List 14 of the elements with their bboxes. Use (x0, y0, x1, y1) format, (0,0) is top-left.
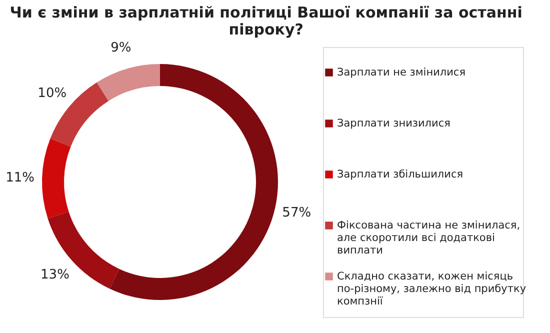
data-label: 10% (38, 86, 67, 101)
data-label: 57% (282, 206, 312, 221)
legend-label: Зарплати знизилися (337, 118, 450, 130)
donut-slice (42, 138, 71, 218)
data-label: 13% (40, 268, 70, 283)
data-label: 11% (6, 170, 35, 186)
legend-label: Фіксована частина не змінилася, але скоротили всі додаткові виплати (337, 220, 520, 256)
legend-label: Складно сказати, кожен місяць по-різному, залежно від прибутку компзнії (337, 270, 526, 308)
legend-label: Зарплати збільшилися (337, 168, 464, 180)
data-label: 9% (110, 40, 132, 56)
donut-slice (96, 64, 160, 101)
chart-title: Чи є зміни в зарплатній політиці Вашої компанії за останні півроку? (10, 4, 522, 39)
legend-label: Зарплати не змінилися (337, 66, 466, 78)
donut-slice (110, 64, 278, 300)
